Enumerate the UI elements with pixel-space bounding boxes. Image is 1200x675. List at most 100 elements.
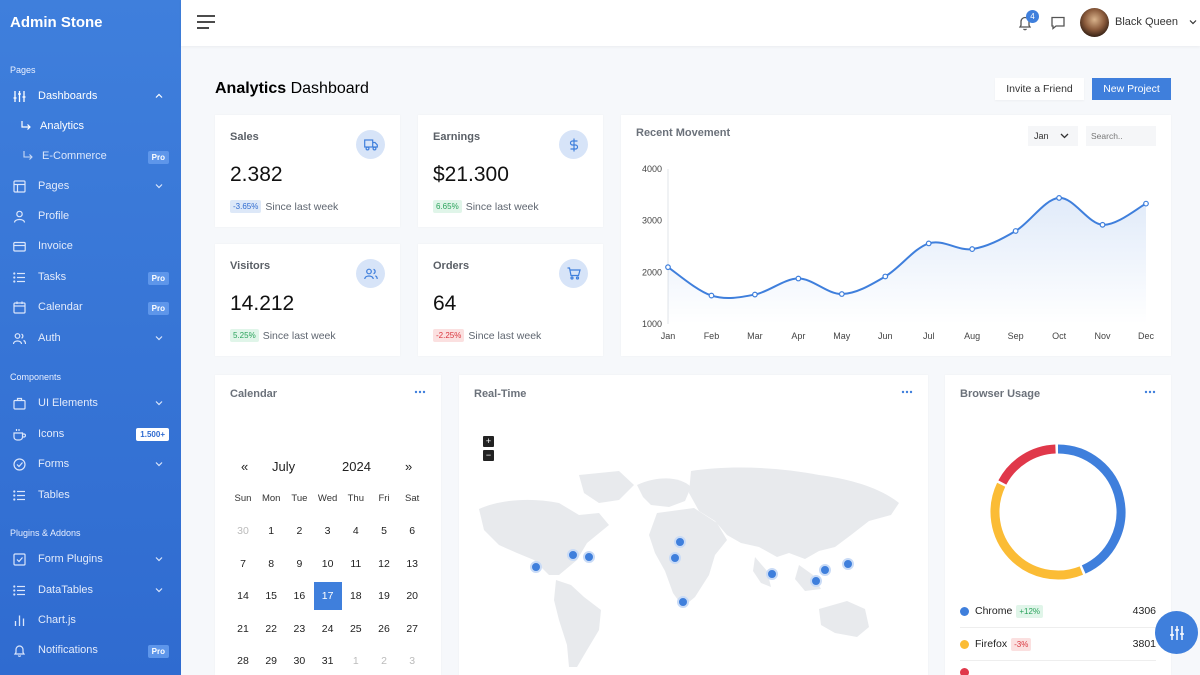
zoom-out-button[interactable]: −: [483, 450, 494, 461]
sidebar-item-icons[interactable]: Icons 1.500+: [0, 422, 181, 446]
map-marker[interactable]: [810, 575, 822, 587]
data-point[interactable]: [925, 240, 932, 247]
sidebar-item-tasks[interactable]: Tasks Pro: [0, 265, 181, 289]
calendar-day[interactable]: 1: [352, 655, 359, 667]
sidebar-item-dashboards[interactable]: Dashboards: [0, 84, 181, 108]
invite-friend-button[interactable]: Invite a Friend: [995, 78, 1084, 100]
calendar-day[interactable]: 1: [268, 525, 275, 537]
hamburger-menu-icon[interactable]: [197, 14, 215, 30]
calendar-day[interactable]: 22: [265, 622, 278, 635]
calendar-day[interactable]: 30: [293, 655, 306, 667]
map-marker[interactable]: [677, 596, 689, 608]
map-marker[interactable]: [583, 551, 595, 563]
calendar-day[interactable]: 18: [349, 590, 362, 602]
new-project-button[interactable]: New Project: [1092, 78, 1171, 100]
calendar-day[interactable]: 6: [409, 525, 416, 537]
donut-segment[interactable]: [998, 444, 1056, 485]
map-marker[interactable]: [669, 552, 681, 564]
brand-logo[interactable]: Admin Stone: [10, 14, 103, 31]
map-marker[interactable]: [530, 561, 542, 573]
calendar-day[interactable]: 21: [237, 622, 249, 635]
map-marker[interactable]: [842, 558, 854, 570]
more-options-icon[interactable]: [414, 389, 426, 395]
sidebar-item-chartjs[interactable]: Chart.js: [0, 608, 181, 632]
calendar-day[interactable]: 30: [237, 525, 249, 537]
sidebar-item-invoice[interactable]: Invoice: [0, 234, 181, 258]
chevron-down-icon: [155, 401, 163, 406]
more-options-icon[interactable]: [1144, 389, 1156, 395]
calendar-day[interactable]: 19: [378, 590, 390, 602]
zoom-in-button[interactable]: +: [483, 436, 494, 447]
chevron-down-icon[interactable]: [1189, 18, 1197, 26]
calendar-day[interactable]: 24: [321, 622, 334, 635]
calendar-day[interactable]: 12: [378, 557, 390, 570]
sidebar-item-ecommerce[interactable]: E-Commerce Pro: [0, 145, 181, 167]
calendar-day[interactable]: 9: [296, 557, 303, 570]
donut-segment[interactable]: [1057, 444, 1126, 574]
map-marker[interactable]: [567, 549, 579, 561]
calendar-day[interactable]: 26: [378, 622, 390, 635]
sidebar-item-pages[interactable]: Pages: [0, 174, 181, 198]
calendar-year[interactable]: 2024: [342, 459, 371, 474]
data-point[interactable]: [1143, 200, 1149, 207]
calendar-day[interactable]: 15: [265, 590, 278, 602]
sidebar-item-form-plugins[interactable]: Form Plugins: [0, 547, 181, 571]
message-icon[interactable]: [1051, 16, 1065, 30]
search-input[interactable]: Search..: [1086, 126, 1156, 146]
data-point[interactable]: [1099, 221, 1106, 228]
data-point[interactable]: [882, 273, 889, 280]
data-point[interactable]: [752, 291, 758, 298]
sidebar-item-analytics[interactable]: Analytics: [0, 115, 181, 137]
map-marker[interactable]: [674, 536, 686, 548]
map-marker[interactable]: [766, 568, 778, 580]
data-point[interactable]: [795, 275, 802, 282]
calendar-day[interactable]: 14: [237, 590, 249, 602]
calendar-day[interactable]: 10: [321, 557, 334, 570]
calendar-day[interactable]: 16: [293, 590, 306, 602]
more-options-icon[interactable]: [901, 389, 913, 395]
calendar-day[interactable]: 27: [406, 622, 419, 635]
settings-fab-button[interactable]: [1155, 611, 1198, 654]
bell-icon[interactable]: [1018, 15, 1032, 31]
sidebar-item-ui-elements[interactable]: UI Elements: [0, 391, 181, 415]
calendar-next-button[interactable]: »: [405, 459, 413, 474]
calendar-day[interactable]: 11: [350, 557, 362, 570]
data-point[interactable]: [1012, 228, 1019, 234]
calendar-month[interactable]: July: [272, 459, 296, 474]
world-map[interactable]: [459, 375, 928, 675]
data-point[interactable]: [708, 292, 715, 299]
calendar-day[interactable]: 7: [240, 557, 246, 570]
calendar-day[interactable]: 2: [296, 525, 303, 537]
calendar-day[interactable]: 28: [237, 655, 249, 667]
sidebar-item-auth[interactable]: Auth: [0, 326, 181, 350]
month-select[interactable]: Jan: [1028, 126, 1078, 146]
map-marker[interactable]: [819, 564, 831, 576]
sidebar-item-notifications[interactable]: Notifications Pro: [0, 638, 181, 662]
user-name[interactable]: Black Queen: [1115, 16, 1178, 28]
data-point[interactable]: [838, 291, 845, 297]
data-point[interactable]: [969, 246, 976, 252]
calendar-day[interactable]: 20: [406, 590, 419, 602]
calendar-day[interactable]: 3: [409, 655, 416, 667]
calendar-prev-button[interactable]: «: [241, 459, 249, 474]
calendar-day[interactable]: 3: [324, 525, 331, 537]
calendar-day[interactable]: 4: [352, 525, 359, 537]
calendar-day[interactable]: 5: [381, 525, 387, 537]
data-point[interactable]: [1056, 195, 1062, 201]
sidebar-item-datatables[interactable]: DataTables: [0, 578, 181, 602]
avatar[interactable]: [1080, 8, 1109, 37]
sidebar-item-calendar[interactable]: Calendar Pro: [0, 295, 181, 319]
sidebar-item-tables[interactable]: Tables: [0, 483, 181, 507]
donut-segment[interactable]: [990, 482, 1084, 580]
calendar-day[interactable]: 25: [349, 622, 362, 635]
sidebar-item-forms[interactable]: Forms: [0, 452, 181, 476]
calendar-day[interactable]: 31: [321, 655, 334, 667]
calendar-day[interactable]: 13: [406, 557, 419, 570]
calendar-day[interactable]: 23: [293, 622, 306, 635]
calendar-day[interactable]: 8: [268, 557, 275, 570]
calendar-day[interactable]: 2: [381, 655, 387, 667]
data-point[interactable]: [665, 264, 671, 271]
sidebar-item-profile[interactable]: Profile: [0, 204, 181, 228]
calendar-day[interactable]: 29: [265, 655, 278, 667]
calendar-day[interactable]: 17: [313, 582, 342, 610]
